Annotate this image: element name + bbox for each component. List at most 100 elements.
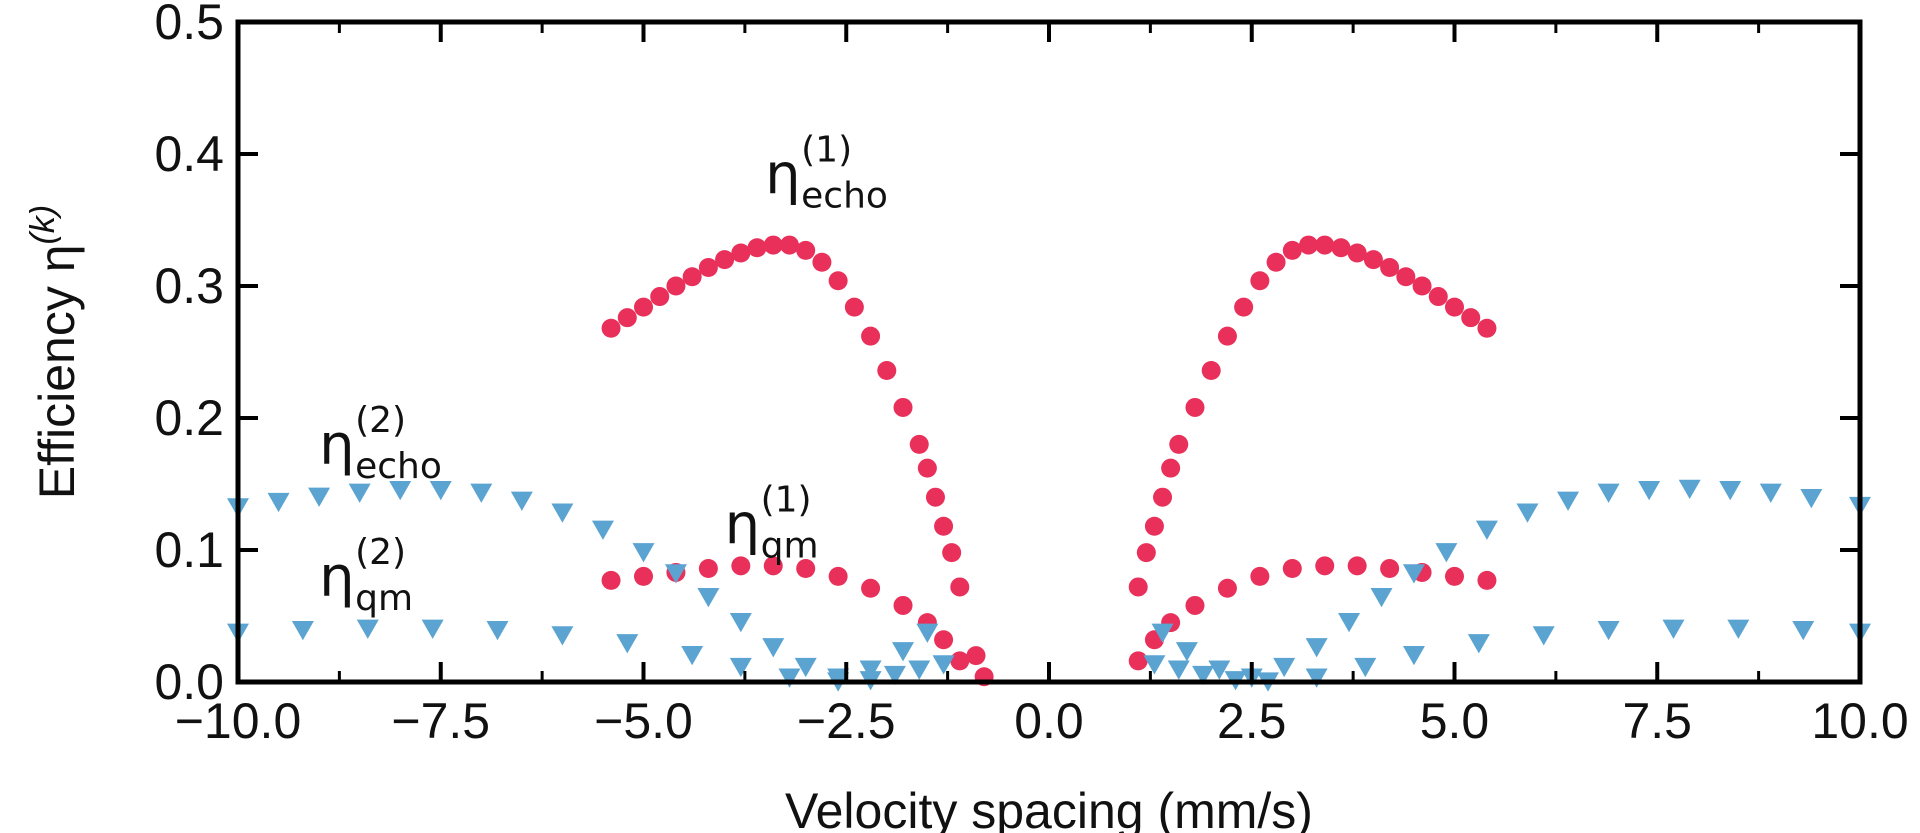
echo2-point: [1151, 623, 1174, 643]
echo1-point: [893, 397, 913, 417]
qm2-point: [778, 668, 801, 688]
annotation-sup: (2): [355, 532, 406, 573]
qm1-point: [1250, 566, 1270, 586]
annotation-a_qm2: η (2) qm: [319, 532, 413, 619]
echo2-point: [1678, 479, 1701, 499]
echo1-point: [1299, 235, 1319, 255]
echo1-point: [1136, 543, 1156, 563]
echo1-point: [1185, 397, 1205, 417]
echo1-point: [796, 240, 816, 260]
qm2-point: [1662, 619, 1685, 639]
annotation-base: η: [319, 545, 355, 610]
qm1-series: [601, 556, 1497, 671]
x-tick-label: 5.0: [1420, 693, 1490, 749]
qm1-point: [934, 630, 954, 650]
echo2-point: [892, 642, 915, 662]
annotation-sub: echo: [801, 176, 888, 217]
y-axis-label-sup: (k): [24, 205, 62, 245]
echo1-point: [1347, 243, 1367, 263]
y-axis-label-main: Efficiency η: [29, 244, 85, 499]
echo2-point: [389, 481, 412, 501]
echo1-point: [925, 487, 945, 507]
echo2-point: [267, 492, 290, 513]
echo1-point: [1161, 458, 1181, 478]
qm1-point: [1282, 558, 1302, 578]
qm1-point: [796, 558, 816, 578]
x-tick-label: −7.5: [391, 693, 490, 749]
x-tick-label: 10.0: [1811, 693, 1908, 749]
qm2-point: [1532, 626, 1555, 646]
qm1-point: [861, 578, 881, 598]
qm2-point: [1192, 665, 1215, 686]
echo2-point: [510, 491, 533, 511]
x-tick-label: −5.0: [594, 693, 693, 749]
qm2-point: [291, 620, 314, 641]
echo2-point: [1516, 503, 1539, 523]
qm2-point: [729, 657, 752, 678]
y-tick-label: 0.0: [154, 654, 224, 710]
echo1-point: [698, 258, 718, 278]
annotation-sup: (1): [801, 130, 852, 171]
echo2-point: [697, 587, 720, 608]
echo1-point: [1428, 287, 1448, 307]
qm1-point: [634, 566, 653, 586]
qm2-point: [1597, 620, 1620, 641]
echo1-point: [715, 250, 735, 270]
echo2-point: [1208, 660, 1231, 680]
echo1-point: [747, 238, 767, 258]
echo1-point: [917, 458, 937, 478]
annotation-sub: qm: [761, 525, 819, 566]
echo1-point: [909, 434, 929, 454]
echo1-point: [1169, 434, 1189, 454]
qm2-point: [551, 626, 574, 646]
annotation-base: η: [765, 143, 801, 208]
annotation-a_qm1: η (1) qm: [725, 479, 819, 566]
annotation-base: η: [725, 492, 761, 557]
echo1-point: [828, 271, 848, 291]
qm1-point: [1185, 595, 1205, 615]
echo1-point: [1461, 308, 1481, 328]
echo2-point: [1557, 491, 1580, 511]
echo1-point: [666, 276, 686, 296]
y-tick-label: 0.5: [154, 0, 224, 50]
annotation-a_echo1: η (1) echo: [765, 130, 888, 217]
plot-frame: [235, 19, 1863, 685]
qm2-point: [1792, 620, 1815, 641]
qm2-point: [681, 646, 704, 666]
echo1-point: [1477, 318, 1497, 338]
qm1-point: [1477, 570, 1497, 590]
qm1-point: [731, 556, 751, 576]
echo1-point: [617, 308, 637, 328]
echo2-point: [762, 638, 785, 658]
annotation-a_echo2: η (2) echo: [319, 400, 442, 487]
echo1-point: [1234, 297, 1254, 317]
echo1-point: [779, 235, 799, 255]
echo1-point: [934, 516, 954, 536]
echo1-point: [812, 252, 832, 272]
annotation-sup: (2): [355, 400, 406, 441]
y-tick-label: 0.3: [154, 258, 224, 314]
data-marks: [227, 235, 1871, 692]
echo2-point: [1273, 657, 1296, 678]
echo2-point: [1305, 638, 1328, 658]
qm2-point: [1354, 657, 1377, 678]
qm2-point: [421, 619, 444, 639]
x-tick-label: −10.0: [175, 693, 302, 749]
echo1-point: [1282, 240, 1302, 260]
qm1-point: [1128, 651, 1148, 671]
x-tick-label: 0.0: [1014, 693, 1084, 749]
qm1-point: [950, 651, 970, 671]
echo1-point: [650, 287, 670, 307]
qm1-point: [1217, 578, 1237, 598]
echo2-series: [227, 479, 1871, 688]
echo2-point: [1638, 481, 1661, 501]
echo1-point: [844, 297, 864, 317]
echo2-point: [551, 503, 574, 523]
echo1-point: [1144, 516, 1164, 536]
annotation-base: η: [319, 413, 355, 478]
qm1-point: [601, 570, 621, 590]
echo1-point: [877, 360, 897, 380]
annotation-sup: (1): [761, 479, 812, 520]
qm1-point: [1315, 556, 1335, 576]
